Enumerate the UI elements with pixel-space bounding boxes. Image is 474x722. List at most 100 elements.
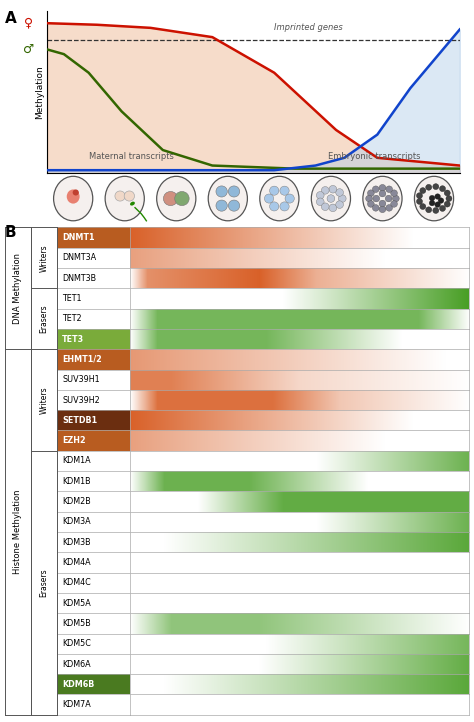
Text: TET1: TET1	[62, 294, 82, 303]
Circle shape	[264, 194, 273, 203]
Text: EHMT1/2: EHMT1/2	[62, 355, 102, 364]
Text: Writers: Writers	[39, 386, 48, 414]
Text: SUV39H1: SUV39H1	[62, 375, 100, 384]
Circle shape	[444, 190, 450, 196]
Text: Erasers: Erasers	[39, 305, 48, 333]
Circle shape	[367, 190, 374, 196]
Circle shape	[280, 202, 289, 211]
Ellipse shape	[414, 176, 454, 221]
Circle shape	[321, 186, 329, 194]
Circle shape	[373, 186, 379, 193]
Circle shape	[439, 206, 446, 212]
Circle shape	[175, 191, 189, 206]
Text: B: B	[5, 225, 17, 240]
Ellipse shape	[130, 201, 135, 206]
Circle shape	[321, 203, 329, 211]
Ellipse shape	[208, 176, 247, 221]
Circle shape	[379, 206, 386, 212]
Text: KDM1A: KDM1A	[62, 456, 91, 466]
Text: KDM7A: KDM7A	[62, 700, 91, 709]
Text: KDM5B: KDM5B	[62, 619, 91, 628]
Circle shape	[316, 191, 324, 199]
Circle shape	[216, 186, 228, 197]
Circle shape	[420, 204, 426, 209]
Circle shape	[420, 188, 426, 193]
Circle shape	[379, 200, 386, 206]
Text: KDM3B: KDM3B	[62, 538, 91, 547]
Circle shape	[285, 194, 294, 203]
Text: KDM5A: KDM5A	[62, 599, 91, 608]
Circle shape	[73, 189, 79, 196]
Circle shape	[426, 207, 432, 213]
Circle shape	[270, 186, 279, 195]
Text: TET2: TET2	[62, 314, 82, 323]
Text: KDM4A: KDM4A	[62, 558, 91, 567]
Ellipse shape	[157, 176, 196, 221]
Circle shape	[366, 195, 373, 202]
Text: DNA Methylation: DNA Methylation	[13, 253, 22, 324]
Text: Histone Methylation: Histone Methylation	[13, 490, 22, 574]
Ellipse shape	[363, 176, 402, 221]
Ellipse shape	[54, 176, 93, 221]
Circle shape	[386, 204, 392, 211]
Circle shape	[336, 201, 344, 209]
Y-axis label: Methylation: Methylation	[36, 65, 45, 119]
Text: SETDB1: SETDB1	[62, 416, 97, 425]
Circle shape	[216, 200, 228, 212]
Circle shape	[435, 193, 440, 199]
Text: KDM2B: KDM2B	[62, 497, 91, 506]
Text: Imprinted genes: Imprinted genes	[274, 24, 343, 32]
Circle shape	[270, 202, 279, 211]
Circle shape	[385, 195, 392, 202]
Circle shape	[391, 201, 397, 207]
Circle shape	[379, 185, 386, 191]
Text: SUV39H2: SUV39H2	[62, 396, 100, 404]
Ellipse shape	[260, 176, 299, 221]
Circle shape	[438, 198, 444, 204]
Circle shape	[439, 186, 446, 191]
Circle shape	[417, 193, 422, 199]
Text: KDM4C: KDM4C	[62, 578, 91, 587]
Circle shape	[373, 195, 380, 202]
Circle shape	[329, 204, 337, 212]
Text: DNMT1: DNMT1	[62, 233, 94, 242]
Circle shape	[367, 201, 374, 207]
Circle shape	[386, 186, 392, 193]
Text: KDM6B: KDM6B	[62, 680, 94, 689]
Circle shape	[280, 186, 289, 195]
Text: Writers: Writers	[39, 244, 48, 271]
Circle shape	[391, 190, 397, 196]
Circle shape	[327, 195, 335, 202]
Circle shape	[316, 198, 324, 206]
Circle shape	[446, 196, 452, 201]
Circle shape	[429, 195, 435, 201]
Text: ♂: ♂	[23, 43, 35, 56]
Circle shape	[379, 191, 386, 197]
Text: KDM3A: KDM3A	[62, 518, 91, 526]
Circle shape	[336, 188, 344, 196]
Circle shape	[329, 186, 337, 193]
Circle shape	[433, 183, 439, 190]
Text: Erasers: Erasers	[39, 568, 48, 597]
Text: Embryonic transcripts: Embryonic transcripts	[328, 152, 420, 161]
Ellipse shape	[105, 176, 144, 221]
Text: EZH2: EZH2	[62, 436, 86, 445]
Circle shape	[426, 184, 432, 190]
Ellipse shape	[67, 189, 80, 204]
Ellipse shape	[311, 176, 350, 221]
Text: KDM1B: KDM1B	[62, 477, 91, 486]
Text: KDM5C: KDM5C	[62, 639, 91, 648]
Circle shape	[115, 191, 125, 201]
Circle shape	[444, 201, 450, 207]
Circle shape	[228, 200, 240, 212]
Circle shape	[228, 186, 240, 197]
Circle shape	[373, 204, 379, 211]
Circle shape	[124, 191, 135, 201]
Circle shape	[392, 195, 399, 202]
Text: KDM6A: KDM6A	[62, 659, 91, 669]
Text: ♀: ♀	[24, 17, 33, 30]
Circle shape	[164, 191, 178, 206]
Text: DNMT3A: DNMT3A	[62, 253, 96, 262]
Circle shape	[435, 202, 440, 207]
Circle shape	[338, 195, 346, 202]
